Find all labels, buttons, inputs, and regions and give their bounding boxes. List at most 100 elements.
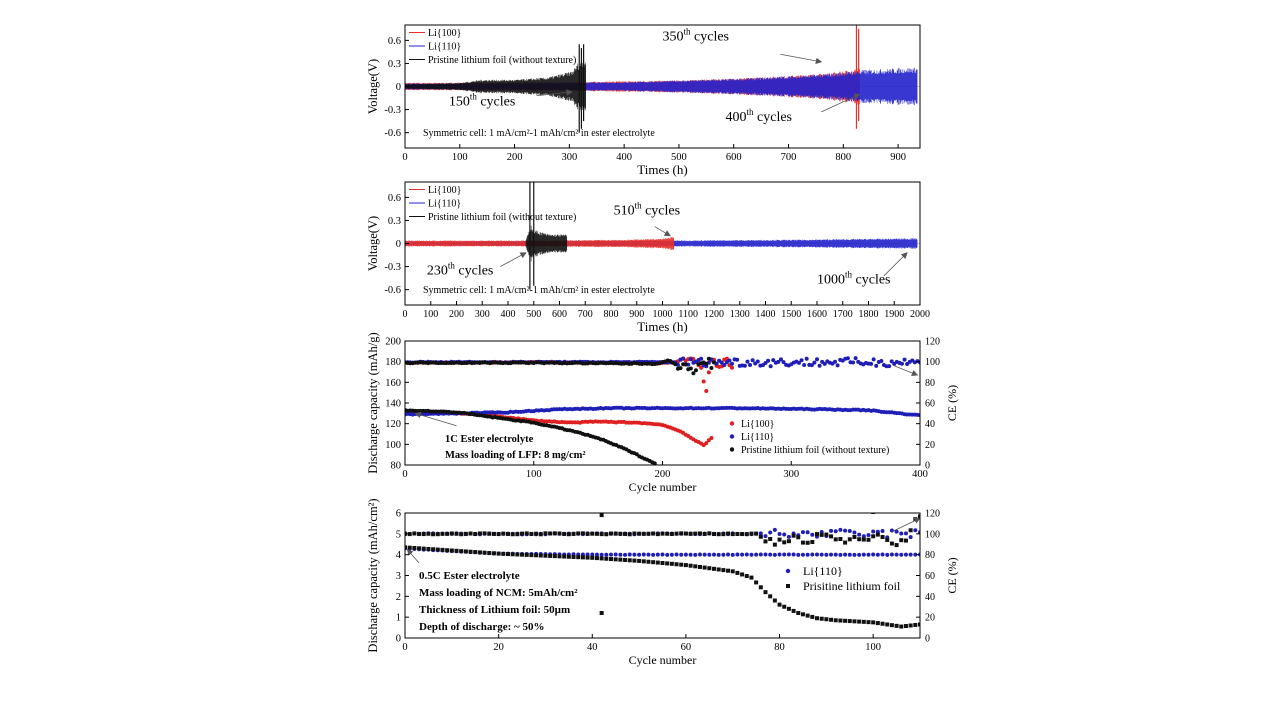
- condition-note: 1C Ester electrolyte: [445, 434, 534, 445]
- x-tick-label: 400: [501, 309, 516, 320]
- ce-point: [693, 531, 698, 536]
- x-tick-label: 1600: [807, 309, 827, 320]
- capacity-point: [829, 617, 834, 622]
- capacity-point: [875, 621, 880, 626]
- ce-point: [772, 527, 777, 532]
- ce-point: [702, 531, 707, 536]
- capacity-point: [496, 551, 501, 556]
- capacity-point: [782, 552, 787, 557]
- x-axis-label: Cycle number: [629, 653, 697, 667]
- y2-axis-label: CE (%): [945, 557, 959, 593]
- capacity-point: [679, 562, 684, 567]
- ce-point: [580, 531, 585, 536]
- capacity-point: [716, 552, 721, 557]
- capacity-point: [688, 563, 693, 568]
- capacity-point: [524, 552, 529, 557]
- ce-point: [590, 531, 595, 536]
- x-axis-label: Times (h): [637, 162, 687, 177]
- x-tick-label: 100: [865, 642, 881, 653]
- legend: Li{100} Li{110} Pristine lithium foil (wit…: [409, 185, 576, 223]
- ce-point: [829, 528, 834, 533]
- legend-marker: [729, 447, 735, 452]
- y-tick-label: 0.3: [388, 216, 401, 227]
- ce-point: [824, 532, 829, 537]
- ce-point: [435, 532, 440, 537]
- ce-point: [566, 532, 571, 537]
- legend-label: Prisitine lithium foil: [803, 579, 901, 593]
- capacity-point: [768, 552, 773, 557]
- capacity-point: [824, 552, 829, 557]
- x-tick-label: 2000: [910, 309, 930, 320]
- ce-point: [815, 357, 819, 362]
- ce-point: [833, 359, 838, 364]
- ce-point: [735, 531, 740, 536]
- annotation-arrow: [780, 53, 823, 65]
- capacity-point: [421, 546, 426, 551]
- legend: Li{100} Li{110} Pristine lithium foil (wit…: [409, 28, 576, 66]
- ce-point: [491, 531, 496, 536]
- ce-point: [585, 531, 590, 536]
- capacity-point: [707, 566, 712, 571]
- x-tick-label: 1100: [678, 309, 698, 320]
- ce-point: [889, 359, 894, 364]
- capacity-point: [843, 552, 848, 557]
- capacity-point: [754, 580, 759, 585]
- capacity-point: [538, 553, 543, 558]
- x-tick-label: 60: [681, 642, 692, 653]
- capacity-point: [740, 552, 745, 557]
- capacity-point: [613, 552, 618, 557]
- y2-tick-label: 120: [925, 337, 940, 348]
- capacity-point: [468, 549, 473, 554]
- capacity-point: [449, 548, 454, 553]
- y-tick-label: 180: [385, 357, 401, 368]
- legend-label: Li{110}: [803, 564, 843, 578]
- x-tick-label: 0: [403, 309, 408, 320]
- capacity-point: [712, 552, 716, 557]
- y-tick-label: 100: [385, 440, 401, 451]
- condition-note: Symmetric cell: 1 mA/cm²-1 mAh/cm² in es…: [423, 128, 655, 139]
- capacity-point: [800, 612, 805, 617]
- capacity-point: [857, 552, 862, 557]
- capacity-point: [763, 552, 768, 557]
- capacity-point: [445, 548, 450, 553]
- capacity-point: [431, 547, 436, 552]
- y-axis-label: Voltage(V): [366, 59, 380, 114]
- capacity-point: [871, 552, 876, 557]
- ce-point: [843, 528, 848, 533]
- y-tick-label: 0: [396, 239, 401, 250]
- ce-point: [655, 532, 660, 537]
- y-tick-label: 120: [385, 419, 401, 430]
- ce-point: [899, 531, 904, 536]
- ce-point: [786, 534, 791, 539]
- capacity-point: [487, 551, 492, 555]
- ce-point: [712, 360, 716, 365]
- ce-point: [903, 538, 908, 543]
- x-tick-label: 300: [475, 309, 490, 320]
- capacity-point: [440, 547, 445, 552]
- capacity-point: [730, 569, 735, 574]
- capacity-point: [618, 552, 623, 557]
- x-tick-label: 300: [783, 469, 799, 480]
- ce-point: [673, 362, 678, 367]
- capacity-point: [707, 552, 712, 557]
- ce-point: [894, 529, 899, 534]
- capacity-point: [594, 556, 599, 561]
- condition-note: 0.5C Ester electrolyte: [419, 570, 520, 582]
- capacity-point: [772, 598, 777, 603]
- ce-outlier-point: [599, 611, 604, 615]
- capacity-point: [426, 546, 431, 551]
- capacity-point: [529, 553, 534, 558]
- capacity-point: [815, 552, 819, 557]
- ce-point: [778, 357, 783, 362]
- y-tick-label: 0.3: [388, 59, 401, 70]
- annotation-arrow: [894, 365, 919, 376]
- ce-point: [534, 531, 539, 536]
- capacity-point: [604, 552, 609, 557]
- ce-point: [417, 531, 422, 536]
- ce-point: [776, 359, 781, 364]
- capacity-point: [791, 552, 796, 557]
- plot-area: [405, 356, 920, 465]
- ce-point: [879, 359, 884, 364]
- y2-tick-label: 20: [925, 440, 935, 451]
- capacity-point: [613, 557, 618, 562]
